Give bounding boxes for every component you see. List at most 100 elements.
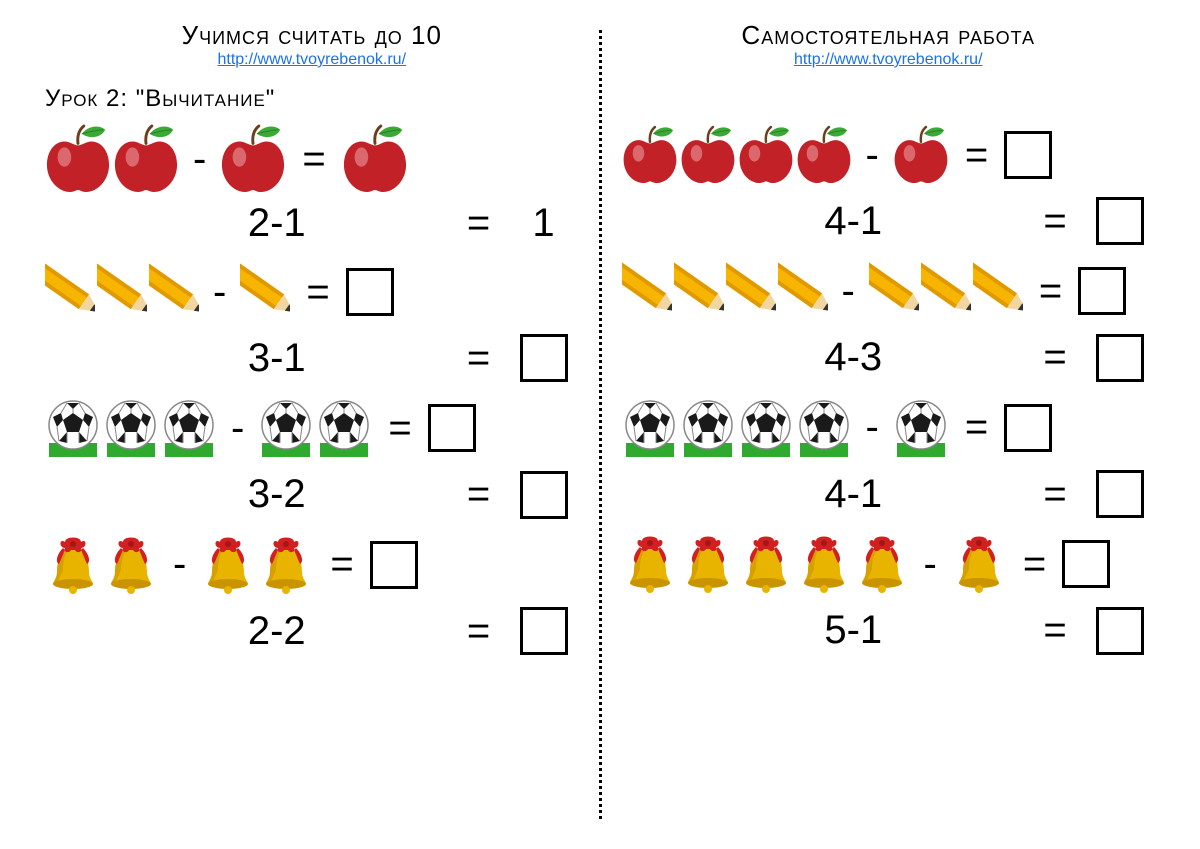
subtrahend-group (258, 395, 372, 461)
picture-equation: - = (45, 388, 579, 468)
equals-sign: = (320, 542, 363, 587)
equals-sign: = (292, 137, 335, 182)
answer-box[interactable] (346, 268, 394, 316)
answer-box[interactable] (1096, 334, 1144, 382)
expression: 4-3 (622, 335, 1026, 380)
answer-box[interactable] (520, 334, 568, 382)
answer-box[interactable] (1004, 131, 1052, 179)
minus-sign: - (223, 406, 252, 451)
ball-icon (622, 395, 678, 461)
expression: 5-1 (622, 608, 1026, 653)
result-icon (342, 122, 408, 196)
equals-sign: = (1013, 542, 1056, 587)
equals-sign: = (1025, 608, 1085, 653)
minuend-group (622, 256, 828, 326)
picture-equation: - = (622, 388, 1156, 468)
pencil-icon (674, 256, 724, 326)
numeric-equation: 4-1 = (622, 197, 1156, 245)
minus-sign: - (858, 133, 887, 178)
equals-sign: = (955, 133, 998, 178)
minuend-group (45, 533, 159, 597)
pencil-icon (778, 256, 828, 326)
minuend-group (45, 257, 199, 327)
answer-box[interactable] (520, 471, 568, 519)
problem-row: - = 4-1 = (622, 115, 1156, 245)
right-link[interactable]: http://www.tvoyrebenok.ru/ (794, 51, 983, 68)
problem-row: - = 4-3 = (622, 251, 1156, 381)
answer-box[interactable] (370, 541, 418, 589)
pencil-icon (921, 256, 971, 326)
subtrahend-group (951, 532, 1007, 596)
numeric-equation: 4-3 = (622, 333, 1156, 381)
minuend-group (622, 395, 852, 461)
left-link[interactable]: http://www.tvoyrebenok.ru/ (217, 51, 406, 68)
expression: 3-1 (45, 336, 449, 381)
problem-row: - = 2-2 = (45, 525, 579, 655)
apple-icon (893, 123, 949, 187)
equals-sign: = (449, 609, 509, 654)
ball-icon (103, 395, 159, 461)
equals-sign: = (955, 405, 998, 450)
worksheet-page: Учимся считать до 10 http://www.tvoyrebe… (0, 0, 1200, 849)
expression: 3-2 (45, 472, 449, 517)
answer-box[interactable] (1096, 197, 1144, 245)
ball-icon (258, 395, 314, 461)
bell-icon (738, 532, 794, 596)
apple-icon (622, 123, 678, 187)
minuend-group (622, 123, 852, 187)
answer-box[interactable] (428, 404, 476, 452)
minus-sign: - (165, 542, 194, 587)
subtrahend-group (869, 256, 1023, 326)
right-title: Самостоятельная работа (622, 20, 1156, 51)
equals-sign: = (378, 406, 421, 451)
equals-sign: = (1025, 199, 1085, 244)
minuend-group (45, 122, 179, 196)
apple-icon (680, 123, 736, 187)
pencil-icon (240, 257, 290, 327)
subtrahend-group (240, 257, 290, 327)
equals-sign: = (449, 336, 509, 381)
picture-equation: - = (622, 115, 1156, 195)
answer-box[interactable] (1062, 540, 1110, 588)
answer-box[interactable] (1004, 404, 1052, 452)
ball-icon (796, 395, 852, 461)
pencil-icon (622, 256, 672, 326)
subtrahend-group (893, 123, 949, 187)
apple-icon (796, 123, 852, 187)
answer-box[interactable] (1096, 607, 1144, 655)
ball-icon (316, 395, 372, 461)
numeric-equation: 3-1 = (45, 334, 579, 382)
bell-icon (680, 532, 736, 596)
problem-row: - = 3-1 = (45, 252, 579, 382)
answer-box[interactable] (520, 607, 568, 655)
ball-icon (738, 395, 794, 461)
left-problems: - = 2-1 = 1 - = 3-1 = - = (45, 119, 579, 661)
expression: 2-1 (45, 201, 449, 246)
bell-icon (45, 533, 101, 597)
numeric-equation: 2-1 = 1 (45, 201, 579, 246)
bell-icon (951, 532, 1007, 596)
picture-equation: - = (45, 525, 579, 605)
answer-box[interactable] (1096, 470, 1144, 518)
minus-sign: - (858, 405, 887, 450)
expression: 4-1 (622, 199, 1026, 244)
equals-sign: = (449, 201, 509, 246)
ball-icon (45, 395, 101, 461)
ball-icon (680, 395, 736, 461)
bell-icon (622, 532, 678, 596)
pencil-icon (149, 257, 199, 327)
pencil-icon (45, 257, 95, 327)
right-column: Самостоятельная работа http://www.tvoyre… (607, 20, 1171, 829)
minuend-group (45, 395, 217, 461)
answer-number: 1 (532, 201, 554, 245)
problem-row: - = 4-1 = (622, 388, 1156, 518)
left-header: Учимся считать до 10 http://www.tvoyrebe… (45, 20, 579, 69)
subtrahend-group (200, 533, 314, 597)
bell-icon (796, 532, 852, 596)
equals-sign: = (1029, 269, 1072, 314)
minus-sign: - (916, 542, 945, 587)
answer-box[interactable] (1078, 267, 1126, 315)
bell-icon (103, 533, 159, 597)
numeric-equation: 2-2 = (45, 607, 579, 655)
numeric-equation: 4-1 = (622, 470, 1156, 518)
